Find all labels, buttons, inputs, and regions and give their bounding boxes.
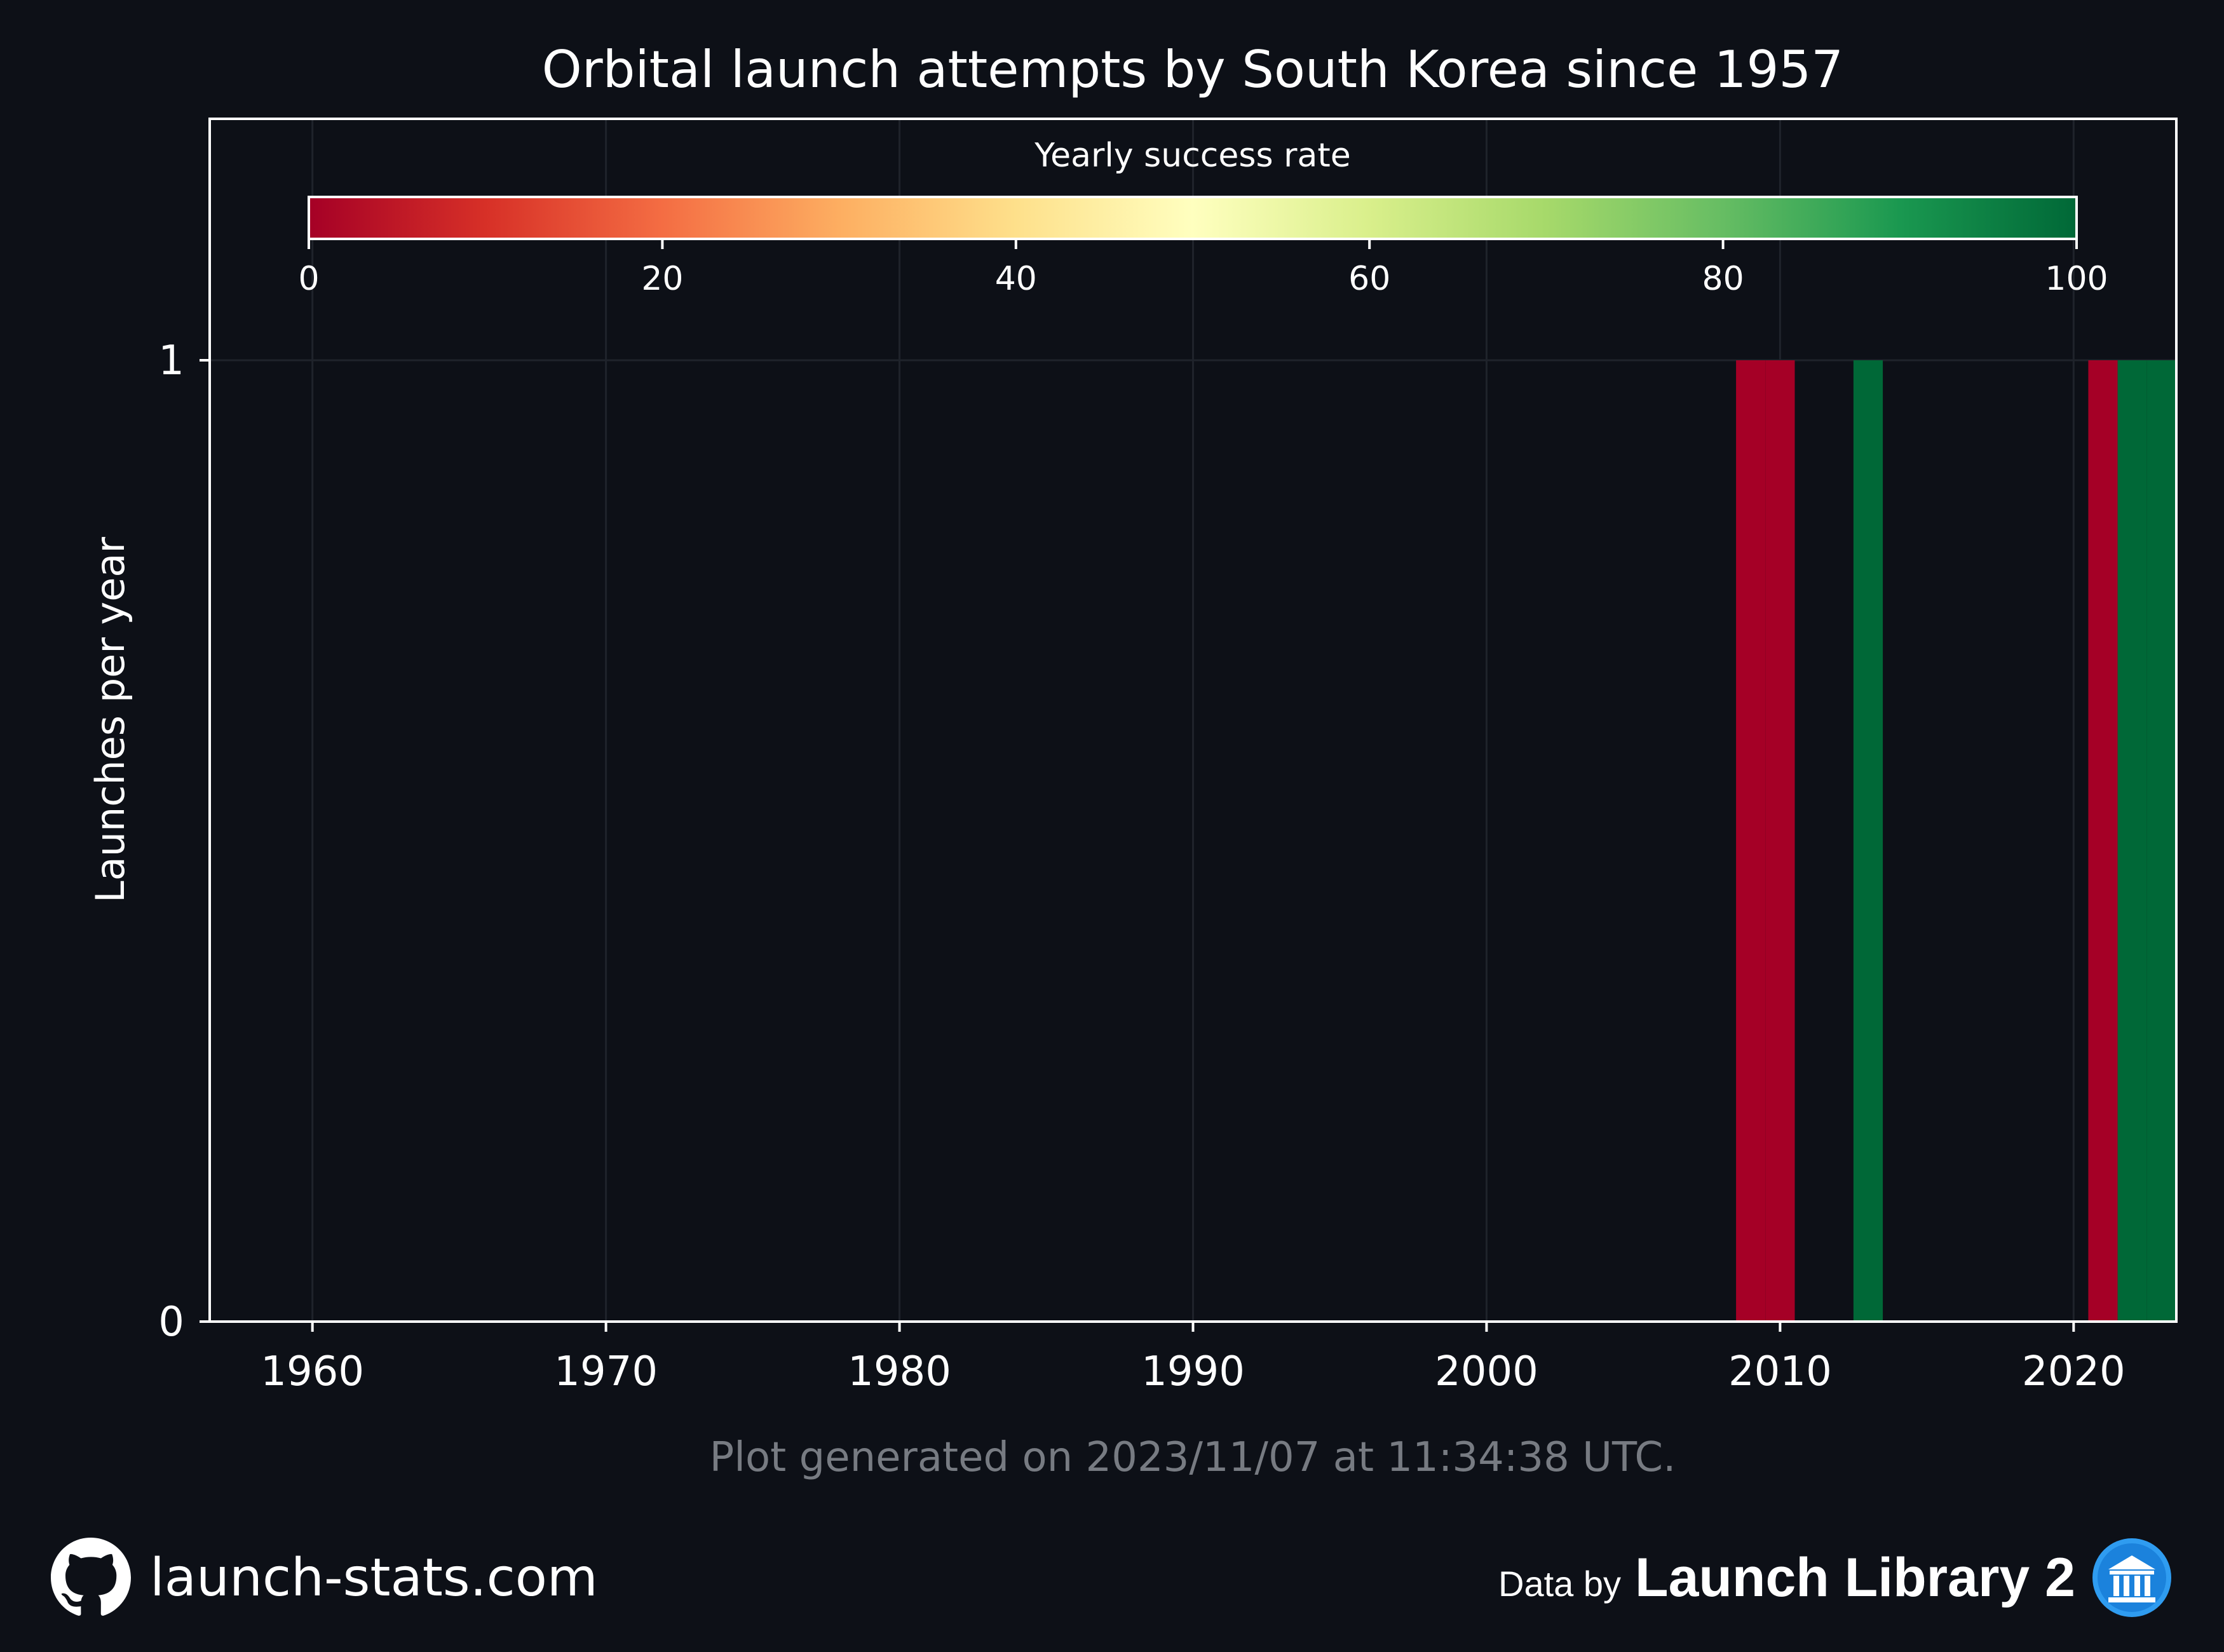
x-tick-label: 1970 bbox=[554, 1348, 658, 1395]
chart-title: Orbital launch attempts by South Korea s… bbox=[542, 40, 1843, 99]
bar-2021 bbox=[2088, 360, 2118, 1322]
x-tick-label: 2020 bbox=[2022, 1348, 2126, 1395]
colorbar-tick-label: 80 bbox=[1702, 260, 1744, 298]
colorbar-tick-label: 40 bbox=[995, 260, 1037, 298]
site-credit[interactable]: launch-stats.com bbox=[51, 1536, 598, 1619]
colorbar-tick-label: 100 bbox=[2045, 260, 2108, 298]
generated-caption: Plot generated on 2023/11/07 at 11:34:38… bbox=[710, 1434, 1676, 1481]
site-link[interactable]: launch-stats.com bbox=[150, 1547, 598, 1608]
x-tick-label: 1980 bbox=[848, 1348, 951, 1395]
x-tick-label: 2010 bbox=[1728, 1348, 1832, 1395]
launch-library-logo-icon bbox=[2092, 1538, 2171, 1617]
y-tick-label: 0 bbox=[158, 1299, 184, 1346]
colorbar-label: Yearly success rate bbox=[1034, 137, 1350, 175]
colorbar-tick-label: 0 bbox=[298, 260, 319, 298]
data-source-name[interactable]: Launch Library 2 bbox=[1635, 1547, 2075, 1608]
y-axis: 01 bbox=[158, 337, 210, 1346]
x-tick-label: 1960 bbox=[261, 1348, 364, 1395]
colorbar-tick-label: 20 bbox=[641, 260, 683, 298]
bar-2010 bbox=[1765, 360, 1795, 1322]
github-icon bbox=[51, 1538, 131, 1616]
colorbar-tick-label: 60 bbox=[1348, 260, 1390, 298]
x-axis: 1960 1970 1980 1990 2000 2010 2020 bbox=[261, 1322, 2126, 1395]
x-tick-label: 1990 bbox=[1141, 1348, 1245, 1395]
colorbar-gradient bbox=[308, 196, 2078, 240]
bar-2013 bbox=[1853, 360, 1883, 1322]
y-tick-label: 1 bbox=[158, 337, 184, 384]
bar-2009 bbox=[1736, 360, 1766, 1322]
bar-2023 bbox=[2146, 360, 2176, 1322]
bars bbox=[1736, 360, 2176, 1322]
y-axis-label: Launches per year bbox=[87, 537, 133, 903]
x-tick-label: 2000 bbox=[1435, 1348, 1538, 1395]
colorbar: Yearly success rate 0 20 40 60 80 100 bbox=[298, 137, 2108, 298]
data-credit[interactable]: Data by Launch Library 2 bbox=[1498, 1536, 2173, 1619]
data-credit-prefix: Data by bbox=[1498, 1563, 1622, 1604]
bar-2022 bbox=[2117, 360, 2147, 1322]
